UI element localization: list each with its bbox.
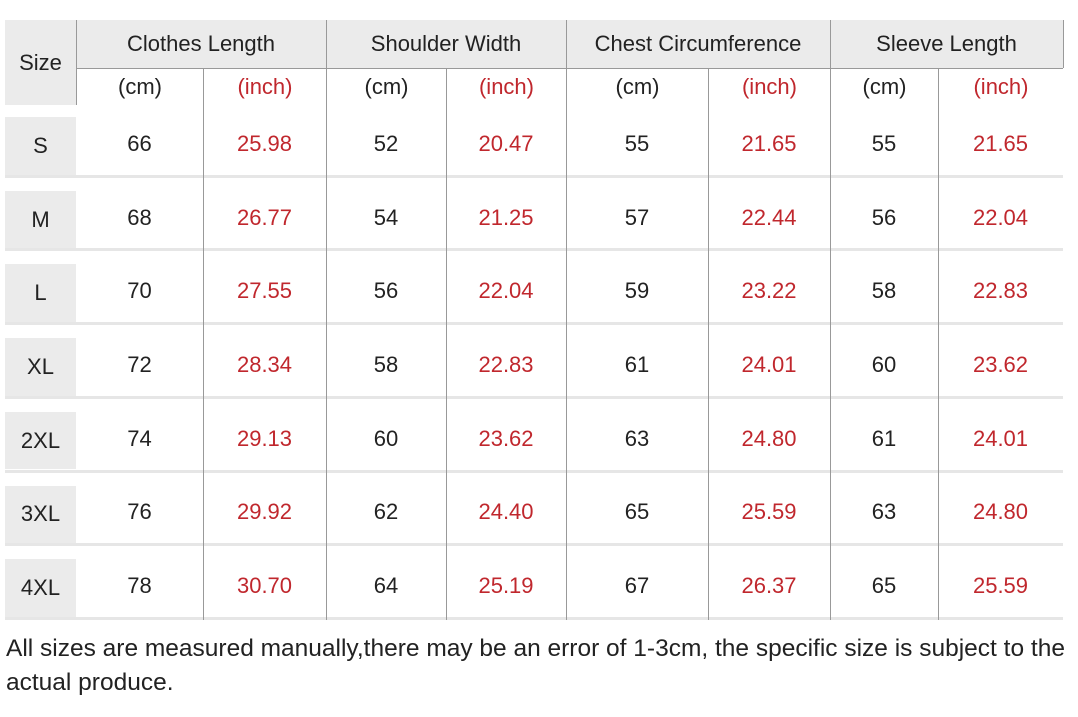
unit-header: (cm) (326, 68, 446, 105)
header-rule (76, 68, 1063, 69)
value-cell: 23.22 (741, 278, 797, 304)
value-cell: 21.65 (972, 130, 1029, 156)
column-divider (203, 68, 204, 620)
value-cell: 24.80 (741, 425, 797, 451)
value-cell: 24.80 (972, 499, 1029, 525)
row-separator (5, 469, 1063, 473)
value-cell: 54 (373, 204, 399, 230)
unit-header: (inch) (938, 68, 1063, 105)
value-cell: 65 (624, 499, 650, 525)
value-cell: 29.92 (236, 499, 293, 525)
size-cell: M (5, 190, 76, 249)
value-cell: 27.55 (236, 278, 293, 304)
size-cell: 4XL (5, 559, 76, 617)
value-cell: 64 (373, 573, 399, 599)
value-cell: 25.59 (972, 573, 1029, 599)
unit-header: (cm) (830, 68, 938, 105)
row-separator (5, 616, 1063, 620)
value-cell: 59 (624, 278, 650, 304)
value-cell: 61 (871, 425, 897, 451)
size-cell: XL (5, 338, 76, 396)
value-cell: 22.44 (741, 204, 797, 230)
value-cell: 23.62 (972, 351, 1029, 377)
value-cell: 65 (871, 573, 897, 599)
value-cell: 26.37 (741, 573, 797, 599)
value-cell: 25.59 (741, 499, 797, 525)
value-cell: 61 (624, 351, 650, 377)
value-cell: 62 (373, 499, 399, 525)
value-cell: 72 (127, 351, 152, 377)
value-cell: 28.34 (236, 351, 293, 377)
value-cell: 26.77 (236, 204, 293, 230)
value-cell: 60 (871, 351, 897, 377)
unit-header: (cm) (566, 68, 708, 105)
value-cell: 24.01 (741, 351, 797, 377)
row-separator (5, 543, 1063, 547)
group-header: Sleeve Length (876, 31, 1017, 56)
row-separator (5, 395, 1063, 399)
note: All sizes are measured manually,there ma… (6, 635, 1065, 696)
value-cell: 57 (624, 204, 650, 230)
value-cell: 67 (624, 573, 650, 599)
value-cell: 24.01 (972, 425, 1029, 451)
size-cell: L (5, 264, 76, 323)
column-divider (830, 68, 831, 620)
header-divider (326, 20, 327, 68)
group-header: Shoulder Width (370, 31, 522, 56)
header-divider (830, 20, 831, 68)
value-cell: 22.04 (972, 204, 1029, 230)
column-divider (326, 68, 327, 620)
size-cell: 2XL (5, 411, 76, 470)
row-separator (5, 248, 1063, 252)
value-cell: 76 (127, 499, 152, 525)
header-divider (1063, 20, 1064, 68)
value-cell: 22.83 (972, 278, 1029, 304)
value-cell: 22.04 (478, 278, 534, 304)
value-cell: 52 (373, 130, 399, 156)
size-cell: 3XL (5, 485, 76, 544)
unit-header: (inch) (708, 68, 830, 105)
value-cell: 25.98 (236, 130, 293, 156)
value-cell: 70 (127, 278, 152, 304)
value-cell: 66 (127, 130, 152, 156)
value-cell: 63 (624, 425, 650, 451)
column-divider (708, 68, 709, 620)
value-cell: 74 (127, 425, 152, 451)
value-cell: 21.65 (741, 130, 797, 156)
size-cell: S (5, 117, 76, 175)
unit-header: (inch) (446, 68, 566, 105)
value-cell: 23.62 (478, 425, 534, 451)
value-cell: 22.83 (478, 351, 534, 377)
row-separator (5, 174, 1063, 178)
header-divider (76, 20, 77, 105)
value-cell: 63 (871, 499, 897, 525)
value-cell: 58 (871, 278, 897, 304)
header-divider (566, 20, 567, 68)
value-cell: 56 (871, 204, 897, 230)
value-cell: 20.47 (478, 130, 534, 156)
value-cell: 56 (373, 278, 399, 304)
row-separator (5, 322, 1063, 326)
column-divider (938, 68, 939, 620)
column-divider (566, 68, 567, 620)
value-cell: 55 (871, 130, 897, 156)
value-cell: 58 (373, 351, 399, 377)
value-cell: 21.25 (478, 204, 534, 230)
column-divider (446, 68, 447, 620)
value-cell: 68 (127, 204, 152, 230)
group-header: Clothes Length (127, 31, 275, 56)
value-cell: 55 (624, 130, 650, 156)
group-header: Chest Circumference (594, 31, 802, 56)
value-cell: 30.70 (236, 573, 293, 599)
value-cell: 24.40 (478, 499, 534, 525)
value-cell: 29.13 (236, 425, 293, 451)
size-header: Size (19, 49, 62, 75)
unit-header: (inch) (203, 68, 326, 105)
value-cell: 25.19 (478, 573, 534, 599)
value-cell: 60 (373, 425, 399, 451)
unit-header: (cm) (76, 68, 203, 105)
value-cell: 78 (127, 573, 152, 599)
